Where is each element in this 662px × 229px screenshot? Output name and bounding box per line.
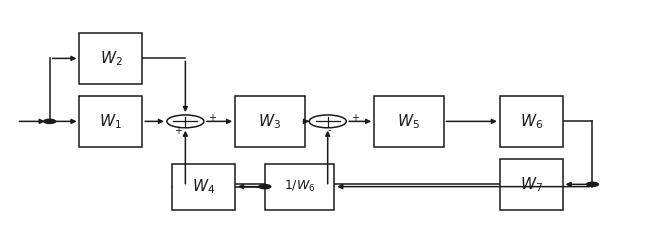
Text: $W_4$: $W_4$ bbox=[192, 177, 215, 196]
Circle shape bbox=[167, 115, 204, 128]
Text: $W_5$: $W_5$ bbox=[397, 112, 420, 131]
Text: $W_3$: $W_3$ bbox=[258, 112, 281, 131]
Bar bbox=[500, 96, 563, 147]
Bar bbox=[374, 96, 444, 147]
Text: $W_6$: $W_6$ bbox=[520, 112, 543, 131]
Text: -: - bbox=[328, 125, 331, 136]
Text: $1/W_6$: $1/W_6$ bbox=[284, 179, 315, 194]
Bar bbox=[235, 96, 305, 147]
Bar bbox=[172, 164, 235, 210]
Bar bbox=[79, 96, 142, 147]
Bar bbox=[79, 33, 142, 84]
Bar bbox=[265, 164, 334, 210]
Text: $W_2$: $W_2$ bbox=[99, 49, 122, 68]
Text: $W_7$: $W_7$ bbox=[520, 175, 543, 194]
Text: +: + bbox=[174, 125, 182, 136]
Text: +: + bbox=[351, 113, 359, 123]
Text: +: + bbox=[209, 113, 216, 123]
Text: $W_1$: $W_1$ bbox=[99, 112, 122, 131]
Circle shape bbox=[587, 182, 598, 186]
Circle shape bbox=[309, 115, 346, 128]
Circle shape bbox=[44, 119, 56, 123]
Bar bbox=[500, 159, 563, 210]
Circle shape bbox=[259, 185, 271, 189]
